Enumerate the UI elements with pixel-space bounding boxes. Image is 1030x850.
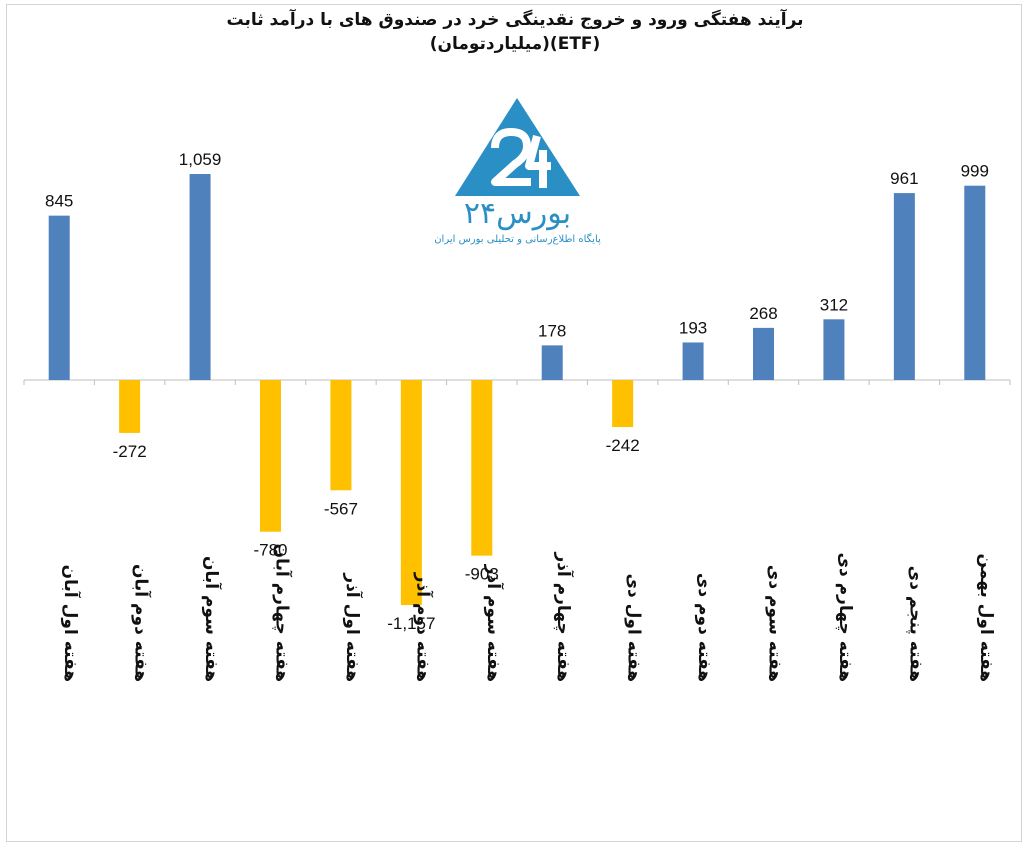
category-label: هفته چهارم آبان (272, 544, 294, 682)
category-label: هفته اول آذر (342, 572, 364, 682)
category-label: هفته سوم آذر (483, 564, 505, 682)
bar (260, 380, 281, 532)
category-label: هفته سوم دی (765, 565, 785, 682)
bar (330, 380, 352, 491)
bar (471, 380, 493, 556)
data-label: 961 (890, 169, 918, 188)
logo-name: بورس۲۴ (463, 196, 572, 231)
bar (823, 319, 845, 380)
logo-tagline: پایگاه اطلاع‌رسانی و تحلیلی بورس ایران (434, 234, 601, 245)
bar (682, 342, 704, 380)
watermark-logo: بورس۲۴ پایگاه اطلاع‌رسانی و تحلیلی بورس … (425, 96, 610, 256)
data-label: 312 (820, 295, 848, 314)
category-label: هفته سوم آبان (201, 556, 223, 682)
data-label: 1,059 (179, 150, 222, 169)
category-label: هفته چهارم آذر (553, 551, 575, 682)
bar (541, 345, 563, 380)
chart-title-block: برآیند هفتگی ورود و خروج نقدینگی خرد در … (0, 8, 1030, 56)
bar (893, 193, 915, 380)
chart-title: برآیند هفتگی ورود و خروج نقدینگی خرد در … (226, 10, 804, 30)
data-label: -242 (606, 436, 640, 455)
category-label: هفته اول بهمن (976, 553, 996, 682)
bar (119, 380, 141, 433)
bar (189, 174, 211, 380)
data-label: -780 (253, 541, 287, 560)
category-label: هفته دوم آبان (131, 564, 153, 682)
data-label: -567 (324, 499, 358, 518)
data-label: 268 (749, 304, 777, 323)
bar (753, 327, 774, 380)
bar (400, 380, 422, 606)
logo-triangle-icon (455, 98, 580, 196)
data-label: 845 (45, 192, 73, 211)
data-label: 999 (961, 162, 989, 181)
chart-subtitle: (ETF)(میلیاردتومان) (429, 34, 601, 54)
category-label: هفته دوم دی (694, 573, 714, 682)
data-label: -1,157 (387, 614, 435, 633)
category-label: هفته چهارم دی (835, 552, 855, 682)
data-label: 178 (538, 321, 566, 340)
category-label: هفته اول آبان (60, 565, 82, 682)
category-label: هفته اول دی (624, 573, 644, 682)
bar (48, 215, 70, 380)
bar (612, 380, 634, 428)
data-label: -272 (113, 442, 147, 461)
category-label: هفته پنجم دی (905, 566, 925, 682)
category-label: هفته دوم آذر (412, 572, 434, 682)
data-label: 193 (679, 318, 707, 337)
data-label: -903 (465, 565, 499, 584)
bar (964, 185, 986, 380)
